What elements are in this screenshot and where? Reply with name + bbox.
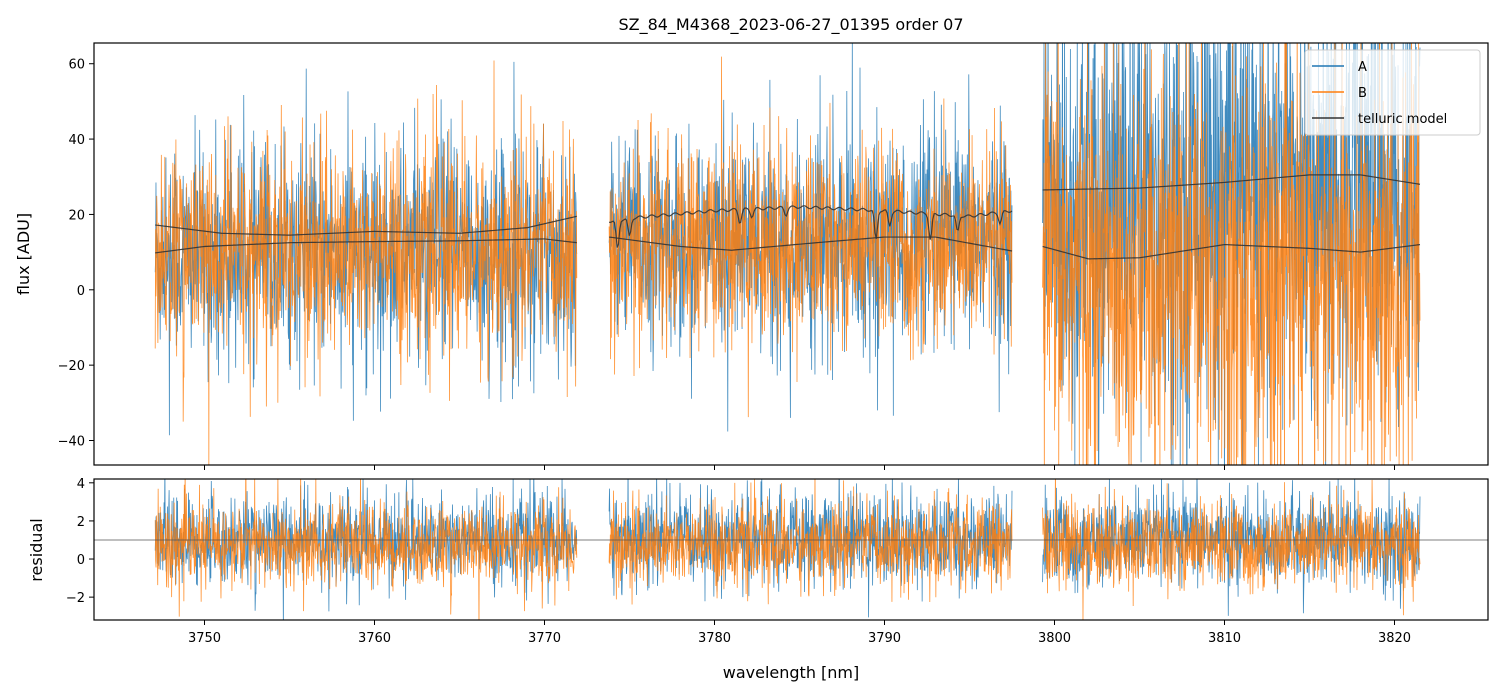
flux-ytick-label: 60 [68, 58, 85, 73]
xtick-label: 3820 [1378, 631, 1411, 646]
xtick-label: 3790 [868, 631, 901, 646]
flux-axes-frame [93, 42, 1489, 466]
legend: A B telluric model [1304, 49, 1481, 136]
flux-ytick-label: 20 [68, 208, 85, 223]
flux-ytick-label: 40 [68, 133, 85, 148]
telluric-lower-segment-1 [155, 238, 577, 254]
residual-ytick-label: 2 [77, 515, 85, 530]
flux-ytick-label: −40 [58, 435, 85, 450]
residual-axis-ticks: −2 0 2 4 3750 3760 3770 3780 3790 3800 3810 3820 [66, 477, 1411, 646]
legend-label-telluric: telluric model [1358, 112, 1447, 127]
xtick-label: 3750 [188, 631, 221, 646]
legend-box [1304, 49, 1481, 136]
residual-plot-area [94, 479, 1488, 620]
telluric-lower-segment-2 [609, 236, 1013, 252]
telluric-upper-segment-2 [609, 205, 1013, 248]
xtick-label: 3770 [528, 631, 561, 646]
flux-series-b-segment-3 [1042, 43, 1421, 465]
residual-ytick-label: 0 [77, 553, 85, 568]
telluric-upper-segment-3 [1042, 174, 1421, 191]
xtick-label: 3780 [698, 631, 731, 646]
residual-ylabel: residual [27, 518, 46, 581]
residual-axes-frame [93, 478, 1489, 621]
flux-ytick-label: 0 [77, 284, 85, 299]
flux-series-b-segment-1 [154, 60, 578, 465]
residual-ytick-label: 4 [77, 477, 85, 492]
flux-plot-area [154, 43, 1421, 465]
telluric-lower-segment-3 [1042, 243, 1421, 260]
flux-series-b-segment-2 [608, 56, 1013, 418]
xtick-label: 3800 [1038, 631, 1071, 646]
xlabel: wavelength [nm] [723, 663, 860, 682]
residual-series-b-segment-1 [154, 479, 578, 620]
chart-title: SZ_84_M4368_2023-06-27_01395 order 07 [618, 15, 963, 35]
legend-label-b: B [1358, 86, 1367, 101]
legend-label-a: A [1358, 60, 1367, 75]
flux-series-a-segment-2 [608, 43, 1013, 432]
flux-ytick-label: −20 [58, 359, 85, 374]
xtick-label: 3810 [1208, 631, 1241, 646]
residual-ytick-label: −2 [66, 591, 85, 606]
flux-ylabel: flux [ADU] [14, 213, 33, 295]
telluric-upper-segment-1 [155, 215, 577, 236]
residual-series-b-segment-3 [1042, 479, 1421, 620]
flux-axis-ticks: −40 −20 0 20 40 60 [58, 58, 1395, 470]
xtick-label: 3760 [358, 631, 391, 646]
